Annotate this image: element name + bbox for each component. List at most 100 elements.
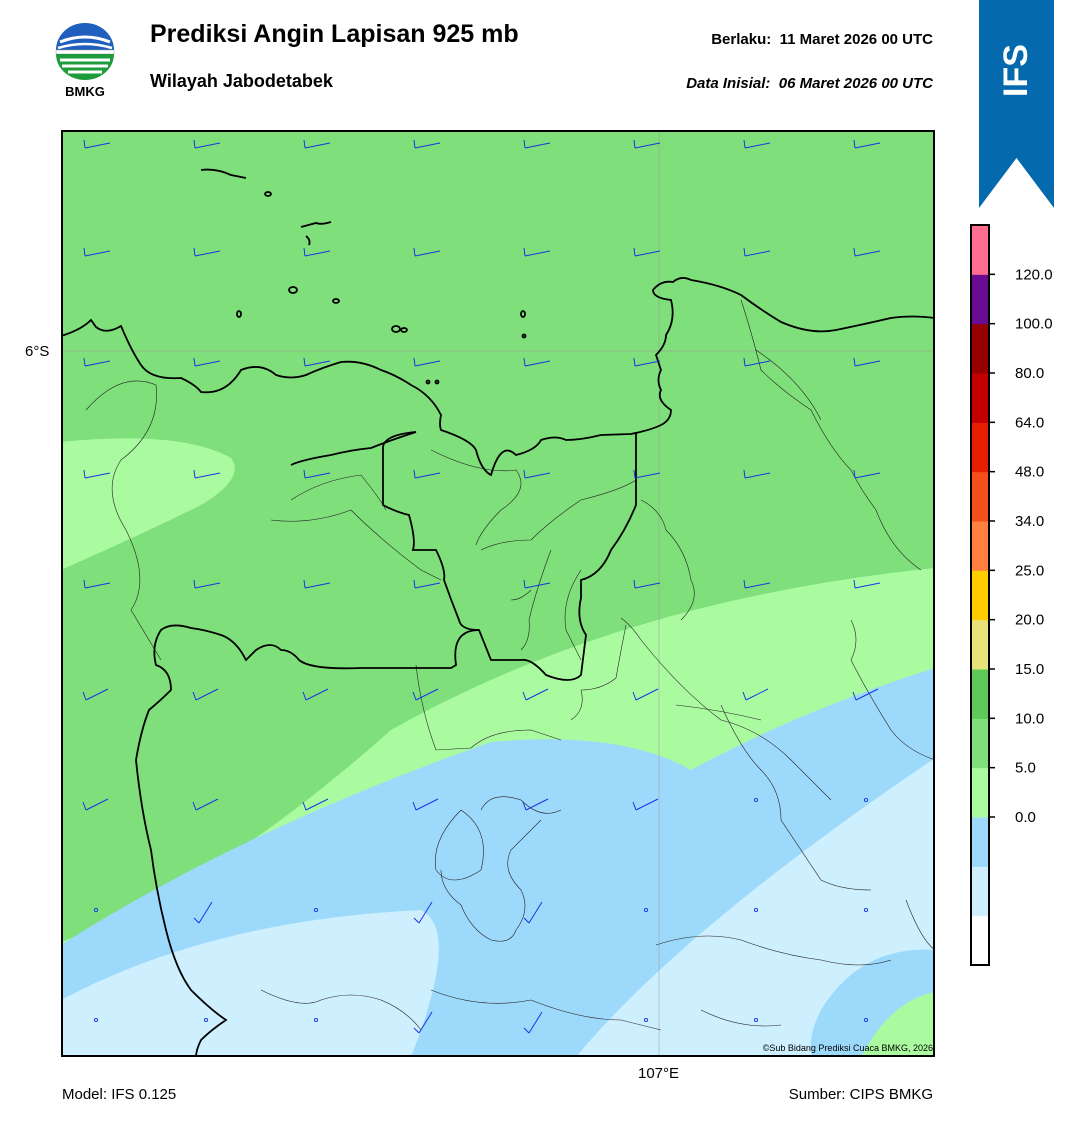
wind-barb xyxy=(633,579,661,589)
ribbon-bookmark-icon xyxy=(979,0,1054,208)
wind-barb xyxy=(303,579,331,589)
model-ribbon: IFS xyxy=(979,0,1054,208)
wind-barb-calm xyxy=(863,797,869,803)
wind-barb-calm xyxy=(863,1017,869,1023)
colorbar-tick-label: 64.0 xyxy=(1015,414,1044,431)
wind-barb-calm xyxy=(643,907,649,913)
regency-boundaries xyxy=(85,299,935,1031)
wind-barb xyxy=(413,139,441,149)
zone-10-15-west xyxy=(61,438,235,570)
wind-barb xyxy=(743,247,771,257)
wind-barb xyxy=(853,579,881,589)
wind-barb xyxy=(743,579,771,589)
wind-barb xyxy=(303,357,331,367)
colorbar-tick-label: 48.0 xyxy=(1015,464,1044,481)
wind-map-canvas xyxy=(61,130,935,1057)
colorbar-segment xyxy=(971,619,989,670)
wind-barb-calm xyxy=(203,1017,209,1023)
wind-barb xyxy=(303,469,331,479)
latitude-label: 6°S xyxy=(25,343,50,360)
wind-barb-calm xyxy=(753,797,759,803)
colorbar-segment xyxy=(971,422,989,473)
wind-barb xyxy=(83,247,111,257)
wind-barb xyxy=(633,357,661,367)
wind-barb xyxy=(633,139,661,149)
wind-barb xyxy=(522,688,549,701)
model-badge: IFS xyxy=(997,43,1035,97)
wind-barb xyxy=(743,469,771,479)
wind-map xyxy=(61,130,935,1057)
region-subtitle: Wilayah Jabodetabek xyxy=(150,71,333,91)
wind-barb xyxy=(83,579,111,589)
colorbar-segment xyxy=(971,225,989,275)
wind-barb xyxy=(632,688,659,701)
colorbar-segment xyxy=(971,323,989,374)
wind-barb xyxy=(522,798,549,811)
wind-barb xyxy=(523,1011,543,1034)
wind-barb xyxy=(413,1011,433,1034)
thousand-islands xyxy=(200,168,527,385)
colorbar-canvas: 120.0 100.0 80.0 64.0 48.0 34.0 25.0 20.0 15.0 10… xyxy=(970,224,1053,966)
wind-barb xyxy=(193,139,221,149)
valid-time: Berlaku: 11 Maret 2026 00 UTC xyxy=(711,31,933,48)
wind-barb xyxy=(632,798,659,811)
wind-barb xyxy=(302,798,329,811)
wind-barbs xyxy=(82,139,881,1034)
wind-barb xyxy=(303,139,331,149)
wind-barb xyxy=(193,357,221,367)
colorbar-tick-label: 25.0 xyxy=(1015,562,1044,579)
wind-barb xyxy=(852,688,879,701)
wind-barb xyxy=(853,247,881,257)
wind-barb xyxy=(523,139,551,149)
colorbar-segment xyxy=(971,471,989,522)
wind-barb-calm xyxy=(93,1017,99,1023)
colorbar-segment xyxy=(971,817,989,867)
colorbar-segment xyxy=(971,669,989,719)
wind-speed-colorbar: 120.0 100.0 80.0 64.0 48.0 34.0 25.0 20.0 15.0 10… xyxy=(968,222,1068,968)
colorbar-segment xyxy=(971,373,989,423)
wind-barb xyxy=(523,247,551,257)
wind-barb xyxy=(83,139,111,149)
bmkg-logo: BMKG xyxy=(52,20,118,102)
colorbar-tick-label: 100.0 xyxy=(1015,316,1053,333)
wind-barb xyxy=(193,901,213,924)
colorbar-tick-label: 10.0 xyxy=(1015,710,1044,727)
colorbar-tick-label: 120.0 xyxy=(1015,266,1053,283)
wind-barb xyxy=(83,469,111,479)
colorbar-tick-label: 80.0 xyxy=(1015,365,1044,382)
wind-barb xyxy=(412,798,439,811)
page-title: Prediksi Angin Lapisan 925 mb xyxy=(150,20,519,48)
wind-barb xyxy=(742,688,769,701)
wind-barb xyxy=(82,688,109,701)
wind-barb xyxy=(302,688,329,701)
wind-barb xyxy=(633,247,661,257)
map-frame xyxy=(61,130,935,1057)
colorbar-segment xyxy=(971,866,989,917)
bmkg-emblem-icon xyxy=(55,23,115,80)
wind-barb xyxy=(743,139,771,149)
wind-barb xyxy=(523,469,551,479)
wind-barb xyxy=(192,688,219,701)
wind-barb xyxy=(853,139,881,149)
zone-0-5-southeast xyxy=(576,758,935,1057)
wind-barb xyxy=(413,579,441,589)
valid-label: Berlaku: xyxy=(711,31,772,48)
colorbar-segment xyxy=(971,915,989,966)
valid-value: 11 Maret 2026 00 UTC xyxy=(779,31,933,48)
wind-barb-calm xyxy=(313,907,319,913)
wind-barb xyxy=(193,579,221,589)
zone-0-5-southwest xyxy=(61,910,439,1057)
wind-barb xyxy=(193,469,221,479)
colorbar-tick-label: 5.0 xyxy=(1015,760,1036,777)
wind-barb xyxy=(523,579,551,589)
zone-10-15-corner xyxy=(861,992,935,1057)
colorbar-tick-label: 15.0 xyxy=(1015,661,1044,678)
init-value: 06 Maret 2026 00 UTC xyxy=(778,75,933,92)
coastline-and-provinces xyxy=(61,277,935,1057)
wind-barb xyxy=(303,247,331,257)
wind-barb xyxy=(853,469,881,479)
wind-barb-calm xyxy=(313,1017,319,1023)
wind-barb xyxy=(743,357,771,367)
longitude-label: 107°E xyxy=(638,1065,680,1082)
wind-barb xyxy=(853,357,881,367)
